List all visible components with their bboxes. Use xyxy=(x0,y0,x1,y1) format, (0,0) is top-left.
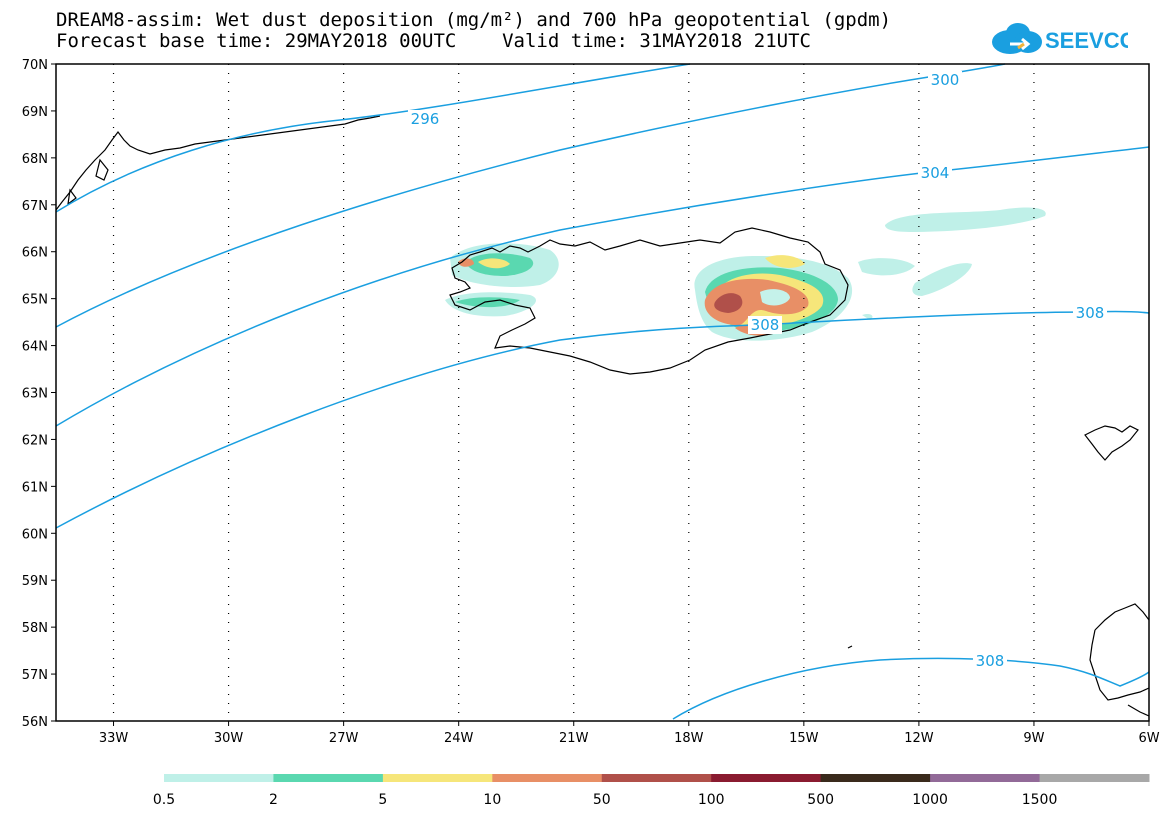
legend-label: 5 xyxy=(378,792,387,808)
legend-swatch xyxy=(601,774,712,782)
lon-label: 6W xyxy=(1138,731,1159,746)
legend-label: 10 xyxy=(483,792,501,808)
latitude-axis: 70N 69N 68N 67N 66N 65N 64N 63N 62N 61N 60N 59N 58N 5… xyxy=(22,58,56,730)
geopotential-isoline xyxy=(55,63,1006,328)
lat-label: 59N xyxy=(22,574,48,589)
legend-swatch xyxy=(492,774,603,782)
lon-label: 24W xyxy=(444,731,474,746)
coast-segment xyxy=(847,645,853,649)
lon-label: 33W xyxy=(99,731,129,746)
legend-label: 1500 xyxy=(1022,792,1058,808)
map-subtitle: Forecast base time: 29MAY2018 00UTC Vali… xyxy=(56,30,811,52)
legend-swatch xyxy=(1039,774,1150,782)
lat-label: 69N xyxy=(22,105,48,120)
legend-label: 500 xyxy=(807,792,834,808)
legend-label: 1000 xyxy=(912,792,948,808)
seevccc-logo: SEEVCCC xyxy=(992,23,1128,54)
contour-value: 308 xyxy=(976,652,1005,670)
geopotential-isoline xyxy=(55,310,1150,529)
logo-text: SEEVCCC xyxy=(1045,28,1128,53)
longitude-axis: 33W 30W 27W 24W 21W 18W 15W 12W 9W 6W xyxy=(99,721,1160,746)
legend-swatch xyxy=(930,774,1041,782)
dust-deposition-field xyxy=(445,207,1046,341)
graticule xyxy=(112,64,1035,721)
deposition-patch xyxy=(858,258,915,276)
lat-label: 60N xyxy=(22,527,48,542)
lat-label: 61N xyxy=(22,480,48,495)
lat-label: 70N xyxy=(22,58,48,73)
coast-segment xyxy=(1089,603,1150,701)
contour-value: 304 xyxy=(921,164,950,182)
coast-segment xyxy=(55,115,381,211)
legend-label: 2 xyxy=(269,792,278,808)
deposition-patch xyxy=(760,289,790,306)
legend-swatch xyxy=(711,774,822,782)
legend-label: 0.5 xyxy=(153,792,175,808)
contour-value: 300 xyxy=(931,71,960,89)
coast-segment xyxy=(1127,704,1150,717)
deposition-patch xyxy=(765,255,805,268)
lon-label: 21W xyxy=(559,731,589,746)
lon-label: 18W xyxy=(674,731,704,746)
lat-label: 67N xyxy=(22,199,48,214)
lon-label: 12W xyxy=(904,731,934,746)
coast-segment xyxy=(67,188,77,206)
lat-label: 68N xyxy=(22,152,48,167)
legend-label: 100 xyxy=(698,792,725,808)
legend-labels: 0.5 2 5 10 50 100 500 1000 1500 xyxy=(153,792,1058,808)
lat-label: 64N xyxy=(22,340,48,355)
coast-segment xyxy=(95,158,109,181)
legend-swatch xyxy=(820,774,931,782)
lon-label: 27W xyxy=(329,731,359,746)
map-title: DREAM8-assim: Wet dust deposition (mg/m²… xyxy=(56,9,892,31)
lat-label: 58N xyxy=(22,621,48,636)
lat-label: 65N xyxy=(22,293,48,308)
geopotential-isoline xyxy=(55,146,1150,427)
contour-labels: 296 300 304 308 308 308 xyxy=(408,71,1107,670)
deposition-patch xyxy=(458,258,474,267)
deposition-patch xyxy=(478,258,510,269)
contour-value: 308 xyxy=(751,316,780,334)
contour-value: 308 xyxy=(1076,304,1105,322)
contour-value: 296 xyxy=(411,110,440,128)
legend-swatch xyxy=(164,774,274,782)
lon-label: 30W xyxy=(214,731,244,746)
legend-swatch xyxy=(273,774,384,782)
lon-label: 15W xyxy=(789,731,819,746)
deposition-patch xyxy=(912,263,972,296)
geopotential-isoline xyxy=(672,657,1150,720)
coastline xyxy=(55,115,1150,717)
legend-label: 50 xyxy=(593,792,611,808)
lat-label: 56N xyxy=(22,715,48,730)
legend-swatch xyxy=(382,774,493,782)
color-legend xyxy=(164,774,1150,782)
lat-label: 63N xyxy=(22,387,48,402)
map-frame xyxy=(55,63,1150,722)
cloud-icon xyxy=(992,23,1042,54)
lat-label: 66N xyxy=(22,246,48,261)
lon-label: 9W xyxy=(1023,731,1044,746)
lat-label: 62N xyxy=(22,433,48,448)
lat-label: 57N xyxy=(22,668,48,683)
geopotential-contours xyxy=(55,63,1150,720)
coast-segment xyxy=(1084,425,1139,461)
deposition-patch xyxy=(885,207,1046,232)
deposition-patch xyxy=(704,278,809,326)
geopotential-isoline xyxy=(55,63,691,213)
deposition-patch xyxy=(714,293,743,313)
